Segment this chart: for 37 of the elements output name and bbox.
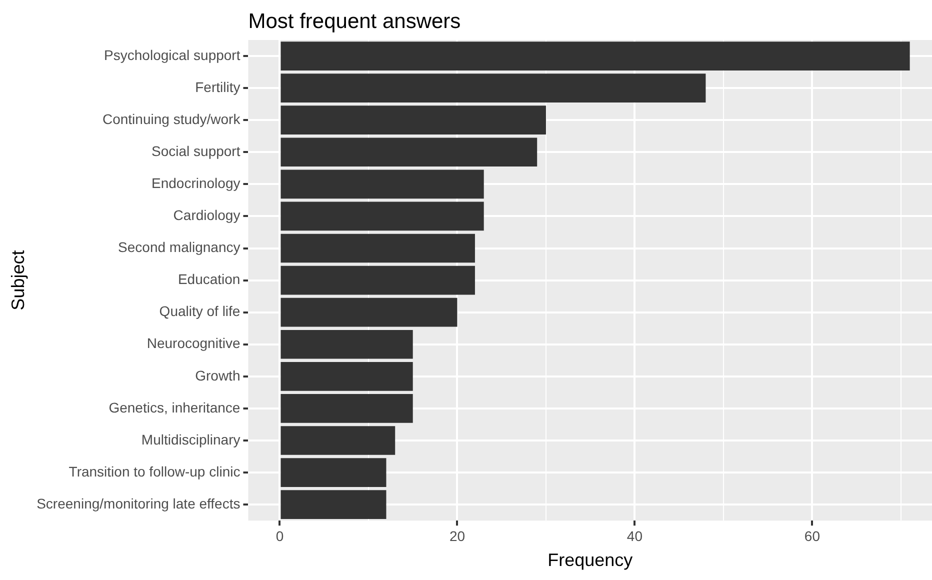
bar: [280, 362, 413, 391]
x-tick-label: 60: [804, 528, 820, 544]
bar: [280, 138, 538, 167]
x-tick-label: 0: [276, 528, 284, 544]
chart-title: Most frequent answers: [248, 10, 461, 33]
x-tick-label: 40: [626, 528, 643, 544]
bar: [280, 74, 706, 102]
y-tick-label: Growth: [195, 367, 240, 384]
bar: [280, 394, 413, 423]
bar: [280, 458, 386, 487]
bar: [280, 234, 475, 263]
y-tick-label: Transition to follow-up clinic: [68, 463, 240, 480]
y-tick-label: Continuing study/work: [102, 110, 242, 127]
bar: [280, 266, 475, 295]
y-tick-label: Genetics, inheritance: [108, 399, 240, 416]
x-axis-title: Frequency: [548, 550, 633, 570]
y-tick-label: Social support: [152, 143, 240, 159]
x-tick-label: 20: [449, 528, 466, 544]
bar: [280, 490, 386, 519]
y-axis-title: Subject: [8, 250, 28, 310]
y-tick-label: Cardiology: [173, 207, 240, 224]
y-tick-label: Second malignancy: [118, 239, 240, 256]
y-tick-label: Neurocognitive: [146, 335, 240, 352]
bar: [280, 106, 546, 135]
y-tick-label: Fertility: [195, 78, 240, 95]
y-tick-label: Quality of life: [159, 303, 240, 320]
bar: [280, 426, 396, 455]
bar: [280, 330, 413, 359]
y-tick-label: Education: [178, 271, 240, 288]
y-tick-label: Endocrinology: [152, 175, 240, 192]
bar: [280, 42, 910, 70]
y-tick-label: Screening/monitoring late effects: [36, 495, 240, 512]
bar: [280, 202, 484, 231]
y-tick-label: Multidisciplinary: [141, 431, 240, 448]
bar: [280, 298, 458, 327]
bar: [280, 170, 484, 199]
y-tick-label: Psychological support: [104, 46, 240, 63]
